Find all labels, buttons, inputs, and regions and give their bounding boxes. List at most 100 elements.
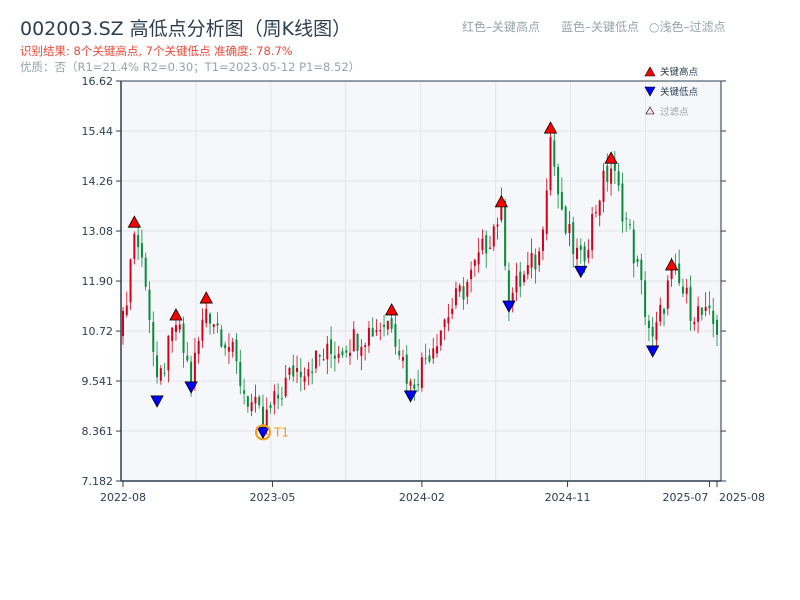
candle-body [224,344,227,349]
candle-body [636,259,639,263]
candle-body [167,335,170,371]
candle-body [386,320,389,330]
candle-body [591,213,594,251]
candle-body [541,229,544,251]
candle-body [409,381,412,386]
candle-body [625,218,628,220]
candle-body [122,310,124,337]
candle-body [307,369,310,377]
candle-body [697,306,700,322]
legend-low-icon [644,86,656,97]
chart-title: 002003.SZ 高低点分析图（周K线图） [20,18,352,40]
candle-body [530,253,533,268]
candle-body [617,171,620,186]
candle-body [583,246,586,262]
candle-body [261,406,264,426]
candle-body [462,286,465,300]
y-tick-label: 16.62 [82,75,114,88]
candle-body [663,309,666,314]
candle-body [243,390,246,394]
candle-body [447,317,450,324]
candle-body [401,357,404,361]
candle-body [171,327,174,341]
key-low-marker [502,300,516,313]
candle-body [454,288,457,306]
y-tick-label: 10.72 [82,325,114,338]
candle-body [640,259,643,280]
candle-body [129,259,132,303]
candle-body [511,292,514,306]
candle-body [451,308,454,315]
candle-body [681,286,684,294]
quality-summary: 优质：否（R1=21.4% R2=0.30；T1=2023-05-12 P1=8… [20,60,361,74]
x-tick-label: 2023-05 [249,491,295,504]
candle-body [159,368,162,381]
candle-body [379,330,382,332]
y-tick-label: 9.541 [82,375,114,388]
candle-body [367,327,370,346]
candle-body [227,346,230,352]
candle-body [647,320,650,329]
candle-body [174,325,177,332]
legend-text-low: 蓝色–关键低点 [561,20,640,34]
x-tick-label: 2024-02 [399,491,445,504]
key-high-marker [127,215,142,228]
candle-body [254,396,257,404]
candle-body [545,190,548,234]
candle-body [666,280,669,309]
candle-body [473,259,476,266]
candle-body [651,326,654,337]
candle-body [610,168,613,184]
candle-body [125,305,128,315]
candle-body [587,250,590,259]
candle-body [345,350,348,353]
candle-body [602,170,605,202]
candle-body [314,350,317,369]
candle-body [432,348,435,359]
legend: 关键高点 关键低点 过滤点 [644,66,699,118]
candle-body [685,287,688,294]
candle-body [670,262,673,280]
candle-body [182,323,185,353]
key-low-marker [574,265,588,279]
key-low-marker [403,390,418,403]
candle-body [678,263,681,284]
candle-body [390,318,393,329]
candle-body [712,310,715,324]
candle-body [197,340,200,355]
candle-body [621,183,624,222]
candle-body [557,166,560,195]
legend-filtered-icon [645,106,655,115]
candle-body [534,254,537,270]
candle-body [239,362,242,386]
candle-body [568,223,571,234]
candle-body [579,245,582,251]
candle-body [507,270,510,308]
candle-body [250,402,253,412]
legend-high-label: 关键高点 [660,66,699,78]
candle-body [178,324,181,330]
candle-body [311,371,314,373]
candle-body [477,252,480,265]
candle-body [470,269,473,280]
candle-body [655,322,658,340]
candle-body [144,257,147,287]
candle-body [504,201,507,266]
candle-body [299,371,302,378]
candle-body [481,238,484,251]
key-low-marker [646,345,660,358]
y-tick-label: 8.361 [82,425,114,438]
candle-body [689,286,692,321]
candle-body [519,271,522,287]
key-low-marker [150,395,164,408]
x-tick-label: 2024-11 [545,491,591,504]
y-tick-label: 15.44 [82,125,114,138]
candle-body [704,306,707,311]
result-summary: 识别结果: 8个关键高点, 7个关键低点 准确度: 78.7% [20,44,293,58]
candle-body [613,163,616,171]
key-high-marker [384,303,399,316]
key-high-marker [664,258,679,271]
candle-body [216,323,219,326]
candle-body [186,355,189,361]
